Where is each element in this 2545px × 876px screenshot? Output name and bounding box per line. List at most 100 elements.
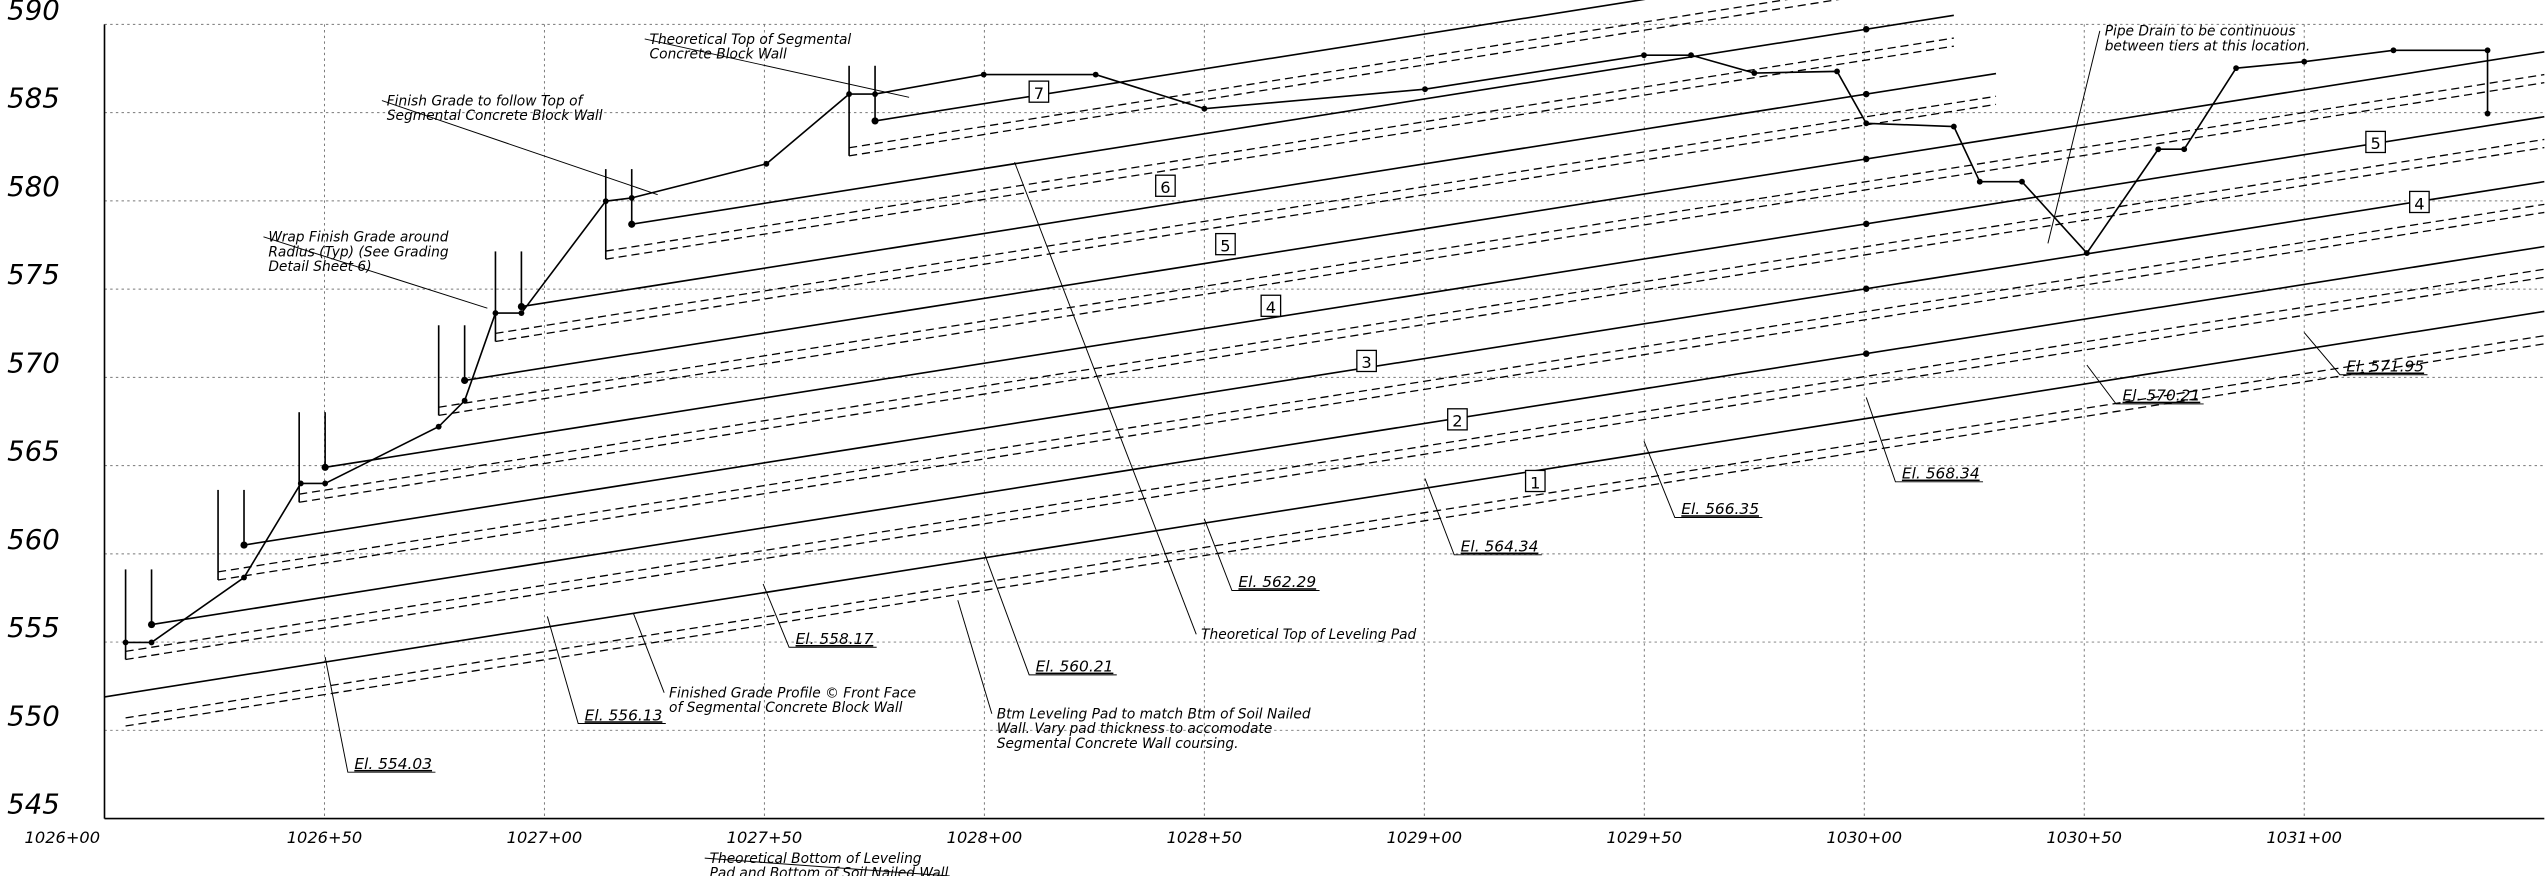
note-text: Finish Grade to follow Top of [387,93,585,109]
elevation-callout: El. 571.95 [2346,357,2424,375]
tier-top [151,245,2545,626]
grade-point [1688,52,1694,59]
leader [1014,162,1197,635]
grade-point [1950,123,1957,130]
station-label: 1029+00 [1387,828,1463,847]
leader [324,656,436,773]
point [1862,350,1870,357]
elevation-label: 565 [7,435,60,468]
grade-point [846,91,853,98]
leader [957,600,993,714]
grade-point [980,71,987,78]
elevation-label: 550 [7,699,60,732]
elevation-callout: El. 558.17 [796,630,874,648]
tier-pad [495,103,1997,343]
note-text: Wall. Vary pad thickness to accomodate [997,721,1273,737]
tier-pad [605,37,1954,252]
tier-pad [438,82,2545,416]
tier-pad [217,203,2545,573]
note-text: Btm Leveling Pad to match Btm of Soil Na… [997,707,1311,723]
grade-point [2019,178,2025,185]
tier-pad [125,276,2545,661]
grade-point [1834,68,1840,75]
note-text: Radius (Typ) (See Grading [268,244,449,260]
tier-box [1356,349,1377,373]
point [1862,285,1870,292]
note-text: Theoretical Top of Segmental [650,32,852,48]
elevation-callout: El. 564.34 [1461,538,1539,556]
elevation-callout: El. 566.35 [1681,500,1759,518]
elevation-callout: El. 570.21 [2123,387,2201,405]
note-text: between tiers at this location. [2105,38,2311,54]
point [1862,155,1870,163]
note-text: Pipe Drain to be continuous [2105,24,2296,40]
front-face-line [104,310,2545,698]
leader [1643,441,1763,518]
note-text: Detail Sheet 6) [268,259,371,275]
tier-number: 7 [1034,84,1044,103]
grade-point [461,397,468,404]
note-text: Finished Grade Profile © Front Face [669,686,916,702]
point [461,376,469,384]
point [1862,220,1870,228]
station-label: 1030+00 [1827,828,1903,847]
note-text: Theoretical Bottom of Leveling [710,851,922,867]
grade-point [872,91,878,98]
point [147,620,156,629]
grade-point [2390,47,2397,54]
point [321,463,329,471]
tier-number: 1 [1530,473,1540,492]
leveling-pad [125,335,2545,719]
grade-point [1092,71,1099,78]
point [871,117,879,125]
grade-point [492,310,499,317]
leader [546,616,666,724]
elevation-label: 590 [7,0,60,26]
leader [1203,518,1320,591]
elevation-callout: El. 554.03 [354,755,432,773]
leader [2086,364,2204,405]
station-label: 1031+00 [2266,828,2342,847]
tier-number: 3 [1361,353,1371,372]
grade-point [1422,86,1428,93]
tier-pad [848,0,1840,157]
tier-top [243,180,2545,546]
tier-box [1215,232,1236,256]
grade-point [2233,65,2240,72]
tier-top [464,51,2545,382]
elevation-label: 555 [7,611,60,644]
leader [381,100,658,196]
tier-box [1028,80,1050,103]
tier-box [2409,190,2430,214]
station-label: 1030+50 [2047,828,2123,847]
grade-point [1751,70,1758,76]
point [517,303,525,311]
tier-box [1260,294,1282,317]
leader [762,583,877,648]
tier-top [521,72,1997,308]
note-text: Segmental Concrete Block Wall [387,108,603,124]
elevation-callout: El. 560.21 [1036,658,1114,676]
tier-top [631,14,1954,226]
grade-point [148,639,155,646]
tier-number: 4 [1266,298,1276,317]
grade-point [1201,105,1208,112]
grade-point [763,160,770,167]
tier-pad [495,95,1997,335]
note-text: Segmental Concrete Wall coursing. [997,736,1239,752]
elevation-label: 545 [7,788,60,821]
tier-pad [438,73,2545,408]
station-label: 1029+50 [1607,828,1683,847]
station-label: 1027+50 [727,828,803,847]
grade-point [2083,250,2090,256]
finish-grade [125,49,2489,644]
elevation-callout: El. 568.34 [1902,465,1980,483]
elevation-label: 585 [7,82,60,115]
tier-pad [848,0,1789,149]
tier-pad [299,138,2545,495]
elevation-label: 580 [7,170,60,203]
grade-point [628,194,635,201]
grade-point [2181,146,2188,153]
